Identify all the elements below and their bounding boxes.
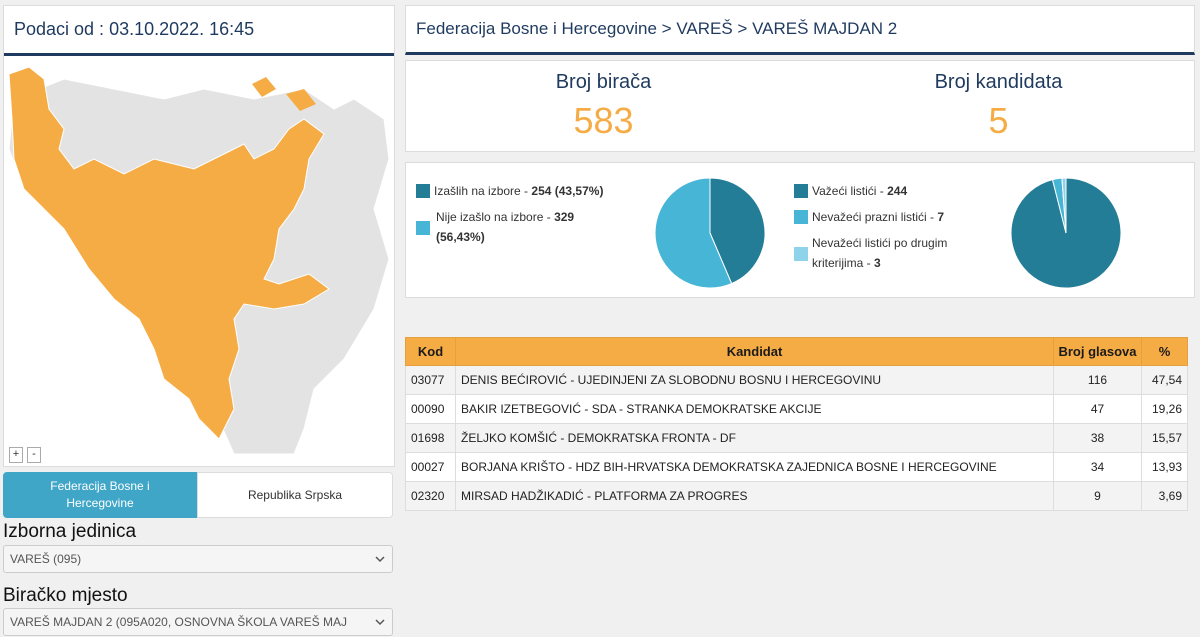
legend-swatch [794,247,808,261]
cell-glasovi: 38 [1053,423,1142,453]
cell-glasovi: 47 [1053,394,1142,424]
cell-glasovi: 34 [1053,452,1142,482]
col-kod[interactable]: Kod [405,337,456,366]
candidates-label: Broj kandidata [934,71,1063,93]
zoom-in-button[interactable]: + [9,447,23,463]
map-panel: Podaci od : 03.10.2022. 16:45 + - [3,5,395,467]
legend-label: Nevažeći listići po drugim [812,236,948,250]
map[interactable]: + - [4,59,394,466]
legend-value: (56,43%) [436,230,485,244]
legend-label: Izašlih na izbore - [434,184,532,198]
cell-kod: 01698 [405,423,456,453]
legend-value: 7 [937,210,945,224]
ballots-legend: Važeći listići - 244 Nevažeći prazni lis… [794,181,994,279]
legend-item-not-turned-out: Nije izašlo na izbore - 329 (56,43%) [416,207,646,247]
breadcrumb: Federacija Bosne i Hercegovine > VAREŠ >… [405,5,1195,55]
chevron-down-icon [375,619,385,626]
cell-kod: 03077 [405,365,456,395]
cell-glasovi: 9 [1053,481,1142,511]
col-glasovi[interactable]: Broj glasova [1053,337,1142,366]
data-timestamp: Podaci od : 03.10.2022. 16:45 [4,6,394,56]
map-region-enclave[interactable] [252,77,276,97]
pie-slice-not-turned-out[interactable] [654,177,733,289]
table-row[interactable]: 02320 MIRSAD HADŽIKADIĆ - PLATFORMA ZA PR… [405,481,1188,511]
izborna-jedinica-select[interactable]: VAREŠ (095) [3,545,393,573]
legend-value: 244 [887,184,908,198]
legend-label: Nevažeći prazni listići - [812,210,938,224]
charts-panel: Izašlih na izbore - 254 (43,57%) Nije iz… [405,162,1195,298]
cell-kandidat: BORJANA KRIŠTO - HDZ BIH-HRVATSKA DEMOKR… [455,452,1054,482]
candidates-stat: Broj kandidata 5 [801,71,1196,142]
results-body: 03077 DENIS BEĆIROVIĆ - UJEDINJENI ZA SLO… [405,365,1188,511]
cell-pct: 3,69 [1141,481,1188,511]
legend-swatch [794,184,808,198]
bih-map[interactable] [4,59,394,466]
cell-kandidat: MIRSAD HADŽIKADIĆ - PLATFORMA ZA PROGRES [455,481,1054,511]
results-table: Kod Kandidat Broj glasova % 03077 DENIS B… [405,337,1188,511]
turnout-pie-chart [654,177,766,289]
tab-rs[interactable]: Republika Srpska [197,472,393,518]
cell-kod: 02320 [405,481,456,511]
table-row[interactable]: 00090 BAKIR IZETBEGOVIĆ - SDA - STRANKA D… [405,394,1188,424]
legend-value: 254 (43,57%) [531,184,604,198]
legend-value: 3 [874,256,881,270]
col-pct[interactable]: % [1141,337,1188,366]
map-region-enclave[interactable] [286,89,316,111]
legend-label: kriterijima - [812,256,874,270]
col-kandidat[interactable]: Kandidat [455,337,1054,366]
legend-item-valid: Važeći listići - 244 [794,181,994,201]
ballots-pie-chart [1010,177,1122,289]
cell-kandidat: DENIS BEĆIROVIĆ - UJEDINJENI ZA SLOBODNU… [455,365,1054,395]
cell-pct: 15,57 [1141,423,1188,453]
cell-glasovi: 116 [1053,365,1142,395]
legend-item-blank: Nevažeći prazni listići - 7 [794,207,994,227]
tab-fbih[interactable]: Federacija Bosne i Hercegovine [3,472,197,518]
legend-swatch [416,184,430,198]
biracko-mjesto-value: VAREŠ MAJDAN 2 (095A020, OSNOVNA ŠKOLA V… [10,615,348,629]
cell-pct: 47,54 [1141,365,1188,395]
cell-kod: 00027 [405,452,456,482]
cell-pct: 13,93 [1141,452,1188,482]
biracko-mjesto-label: Biračko mjesto [3,585,128,606]
legend-item-other: Nevažeći listići po drugim kriterijima - … [794,233,994,273]
table-row[interactable]: 01698 ŽELJKO KOMŠIĆ - DEMOKRATSKA FRONTA … [405,423,1188,453]
legend-label: Važeći listići - [812,184,888,198]
pie-slice-other[interactable] [1061,177,1067,234]
table-row[interactable]: 03077 DENIS BEĆIROVIĆ - UJEDINJENI ZA SLO… [405,365,1188,395]
cell-kandidat: ŽELJKO KOMŠIĆ - DEMOKRATSKA FRONTA - DF [455,423,1054,453]
map-region-fbih[interactable] [8,66,330,440]
cell-pct: 19,26 [1141,394,1188,424]
pie-slice-turned-out[interactable] [709,177,766,285]
izborna-jedinica-value: VAREŠ (095) [10,552,82,566]
table-row[interactable]: 00027 BORJANA KRIŠTO - HDZ BIH-HRVATSKA D… [405,452,1188,482]
izborna-jedinica-label: Izborna jedinica [3,521,137,542]
cell-kandidat: BAKIR IZETBEGOVIĆ - SDA - STRANKA DEMOKR… [455,394,1054,424]
chevron-down-icon [375,556,385,563]
voters-stat: Broj birača 583 [406,71,801,142]
entity-tabs: Federacija Bosne i Hercegovine Republika… [3,472,393,518]
legend-item-turned-out: Izašlih na izbore - 254 (43,57%) [416,181,646,201]
biracko-mjesto-select[interactable]: VAREŠ MAJDAN 2 (095A020, OSNOVNA ŠKOLA V… [3,608,393,636]
legend-swatch [794,210,808,224]
voters-label: Broj birača [555,71,652,93]
cell-kod: 00090 [405,394,456,424]
legend-swatch [416,221,430,235]
zoom-out-button[interactable]: - [27,447,41,463]
legend-value: 329 [554,210,575,224]
table-header-row: Kod Kandidat Broj glasova % [405,337,1188,366]
turnout-legend: Izašlih na izbore - 254 (43,57%) Nije iz… [416,181,646,253]
legend-label: Nije izašlo na izbore - [436,210,555,224]
voters-value: 583 [573,100,634,141]
candidates-value: 5 [988,100,1009,141]
stats-panel: Broj birača 583 Broj kandidata 5 [405,60,1195,152]
